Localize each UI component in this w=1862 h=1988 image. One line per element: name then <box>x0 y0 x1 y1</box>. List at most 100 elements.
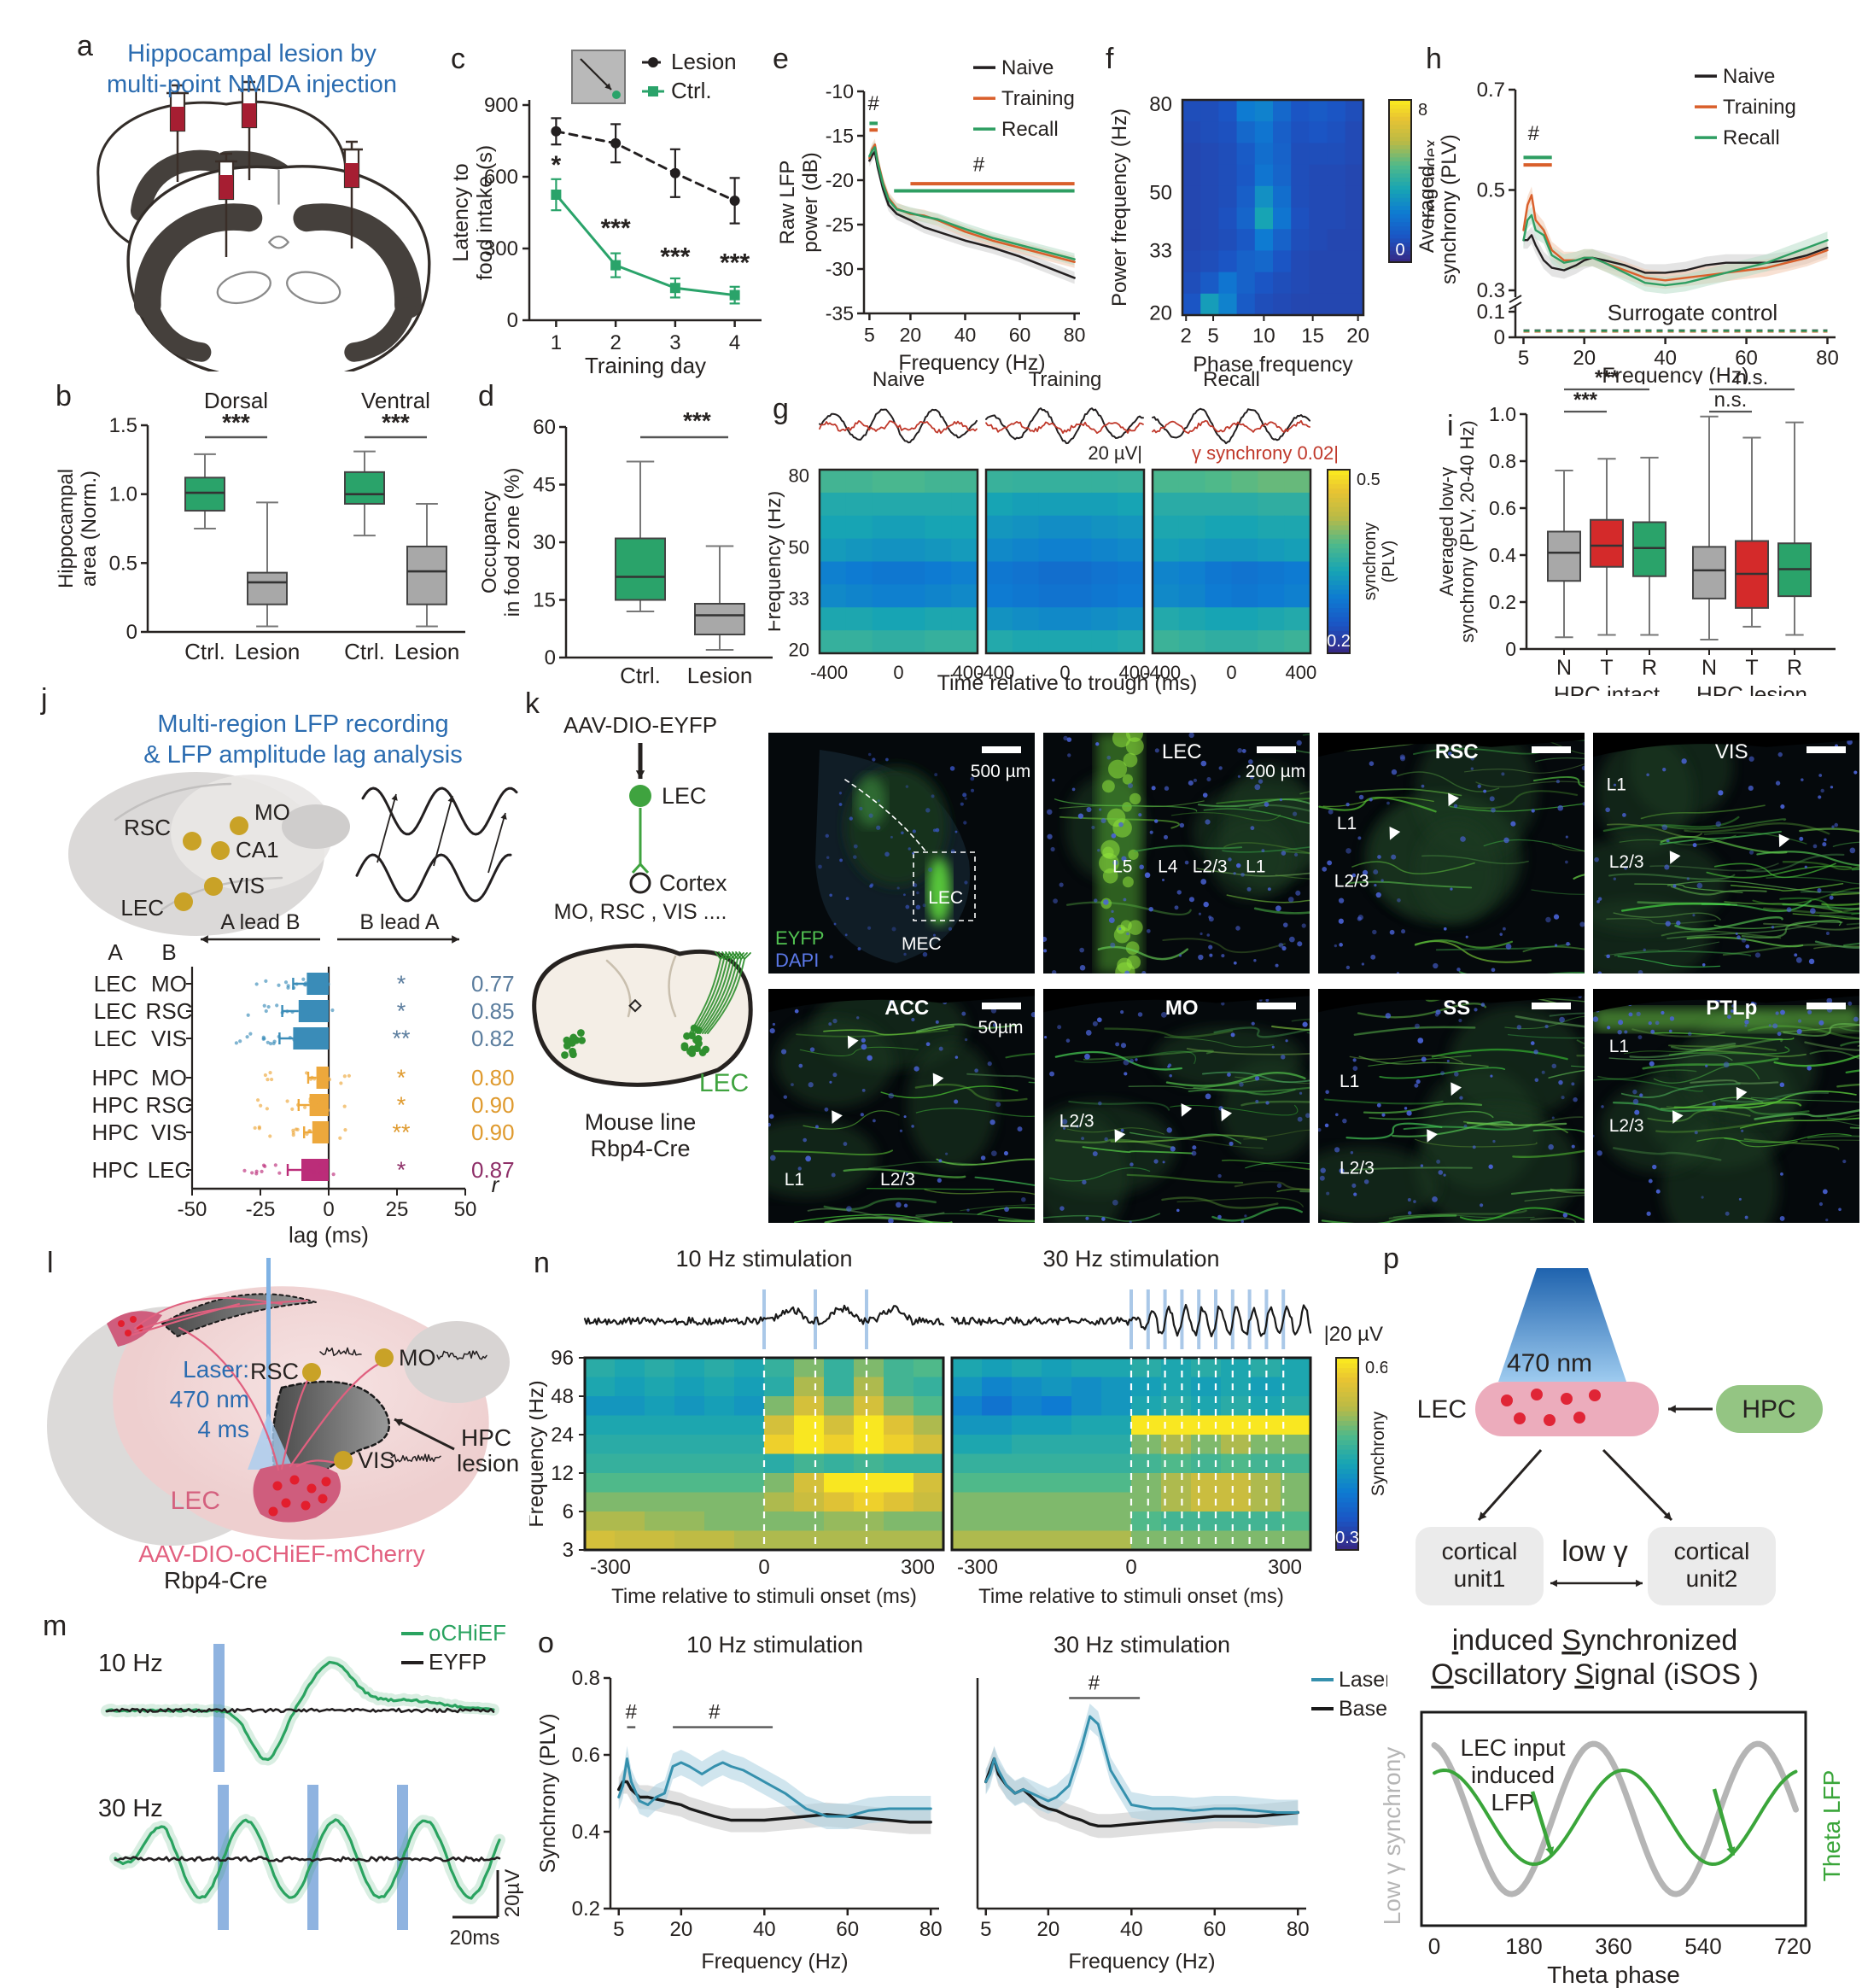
dapi-dot <box>1276 1183 1282 1189</box>
dapi-dot <box>908 847 911 851</box>
eyfp-fiber <box>1597 1069 1697 1080</box>
dapi-dot <box>1191 1150 1197 1156</box>
dapi-dot <box>1345 848 1351 854</box>
scatter-dot <box>308 1007 312 1011</box>
dapi-dot <box>1092 1151 1098 1157</box>
dapi-dot <box>1401 929 1406 934</box>
tile-title: VIS <box>1715 740 1748 763</box>
arrowhead-marker <box>1672 1110 1684 1124</box>
box <box>1547 530 1581 582</box>
heatmap-cell <box>1153 515 1180 540</box>
y-tick-label: 0.7 <box>1477 79 1505 102</box>
spectrogram-cell <box>913 1530 944 1551</box>
dapi-dot <box>815 1125 819 1129</box>
ochief-cell <box>130 1316 137 1323</box>
heatmap-cell <box>1153 492 1180 517</box>
heatmap-cell <box>1065 561 1093 586</box>
lfp-squiggle <box>319 1347 362 1357</box>
heatmap-frame <box>1151 468 1312 655</box>
spectrogram-cell <box>674 1396 705 1417</box>
stim-title: 10 Hz stimulation <box>675 1246 852 1272</box>
scatter-dot <box>326 982 330 986</box>
dapi-dot <box>1826 997 1833 1004</box>
dapi-dot <box>1834 822 1839 827</box>
colorbar-cell <box>1328 474 1350 480</box>
dapi-dot <box>1853 1016 1859 1022</box>
dapi-dot <box>1071 787 1076 792</box>
spectrogram-cell <box>704 1415 735 1435</box>
eyfp-fiber <box>1548 1069 1585 1079</box>
pair-a: HPC <box>92 1120 139 1145</box>
dapi-dot <box>1217 1173 1222 1178</box>
y-tick-label: 300 <box>484 237 518 260</box>
box <box>615 537 666 601</box>
dapi-dot <box>934 773 938 777</box>
dapi-dot <box>1066 737 1072 742</box>
x-tick-label: 10 <box>1252 325 1275 348</box>
isos-text: induced Synchronized <box>1452 1624 1738 1657</box>
dapi-dot <box>1123 1059 1129 1066</box>
heatmap-cell <box>1065 515 1093 540</box>
hippocampus-shade <box>293 203 422 319</box>
error-band <box>985 1704 1299 1826</box>
x-tick-label: 5 <box>1518 347 1529 370</box>
colorbar-cell <box>1328 611 1350 617</box>
dapi-dot <box>808 1082 814 1088</box>
scatter-dot <box>294 1127 298 1131</box>
heatmap-cell <box>1182 121 1201 144</box>
thalamus-outline <box>216 271 271 305</box>
spectrogram-cell <box>1161 1377 1192 1397</box>
spectrogram-cell <box>674 1377 705 1397</box>
axon-tip <box>728 951 741 960</box>
x-tick-label: 2 <box>1181 325 1192 348</box>
y-axis-label: Averaged <box>1415 166 1439 253</box>
colorbar-cell <box>1389 221 1411 227</box>
spectrogram-cell <box>1131 1530 1162 1551</box>
condition-title: Naive <box>873 368 925 391</box>
band-cell <box>1123 752 1138 768</box>
dapi-dot <box>1465 935 1468 938</box>
colorbar-cell <box>1328 561 1350 567</box>
spectrogram-cell <box>982 1492 1013 1512</box>
marker-circle <box>729 196 740 206</box>
ochief-cell <box>1561 1393 1573 1405</box>
eyfp-fiber <box>1830 892 1859 896</box>
dapi-dot <box>1438 1170 1444 1175</box>
isos-seg: scillatory <box>1454 1658 1575 1691</box>
significance: *** <box>222 409 250 436</box>
heatmap-cell <box>1200 208 1220 230</box>
heatmap-cell <box>1327 185 1346 208</box>
x-tick-label: 50 <box>454 1198 477 1221</box>
heatmap-cell <box>1236 100 1256 122</box>
y-tick-label: 80 <box>1149 93 1172 116</box>
dapi-dot <box>1780 1009 1785 1015</box>
dapi-dot <box>838 803 843 806</box>
dapi-dot <box>1796 1028 1802 1034</box>
right-axis-label: Theta LFP <box>1818 1770 1845 1882</box>
dapi-dot <box>1768 1024 1772 1027</box>
band-cell <box>1122 774 1133 785</box>
scatter-dot <box>292 1038 296 1042</box>
dapi-dot <box>954 1055 959 1059</box>
spectrogram-cell <box>1042 1473 1072 1494</box>
eyfp-fiber <box>960 1204 1035 1212</box>
dapi-dot <box>1381 1113 1386 1117</box>
eyfp-fiber <box>1369 1110 1494 1120</box>
scatter-dot <box>317 1101 321 1105</box>
dapi-dot <box>1780 1172 1783 1176</box>
eyfp-fiber <box>1083 1050 1214 1061</box>
heatmap-cell <box>1065 538 1093 563</box>
dapi-dot <box>1124 1072 1128 1076</box>
dapi-dot <box>905 1172 908 1176</box>
heatmap-cell <box>1205 470 1233 494</box>
colorbar-cell <box>1336 1516 1358 1523</box>
eyfp-fiber <box>1170 1104 1299 1116</box>
gamma-sync-trace <box>1152 419 1310 435</box>
dapi-dot <box>1825 932 1830 935</box>
freq-label: 30 Hz <box>98 1795 163 1822</box>
dapi-dot <box>1338 918 1344 924</box>
scatter-dot <box>261 1035 266 1039</box>
dapi-dot <box>1334 1147 1340 1153</box>
heatmap-cell <box>820 492 847 517</box>
colorbar-cell <box>1328 598 1350 604</box>
